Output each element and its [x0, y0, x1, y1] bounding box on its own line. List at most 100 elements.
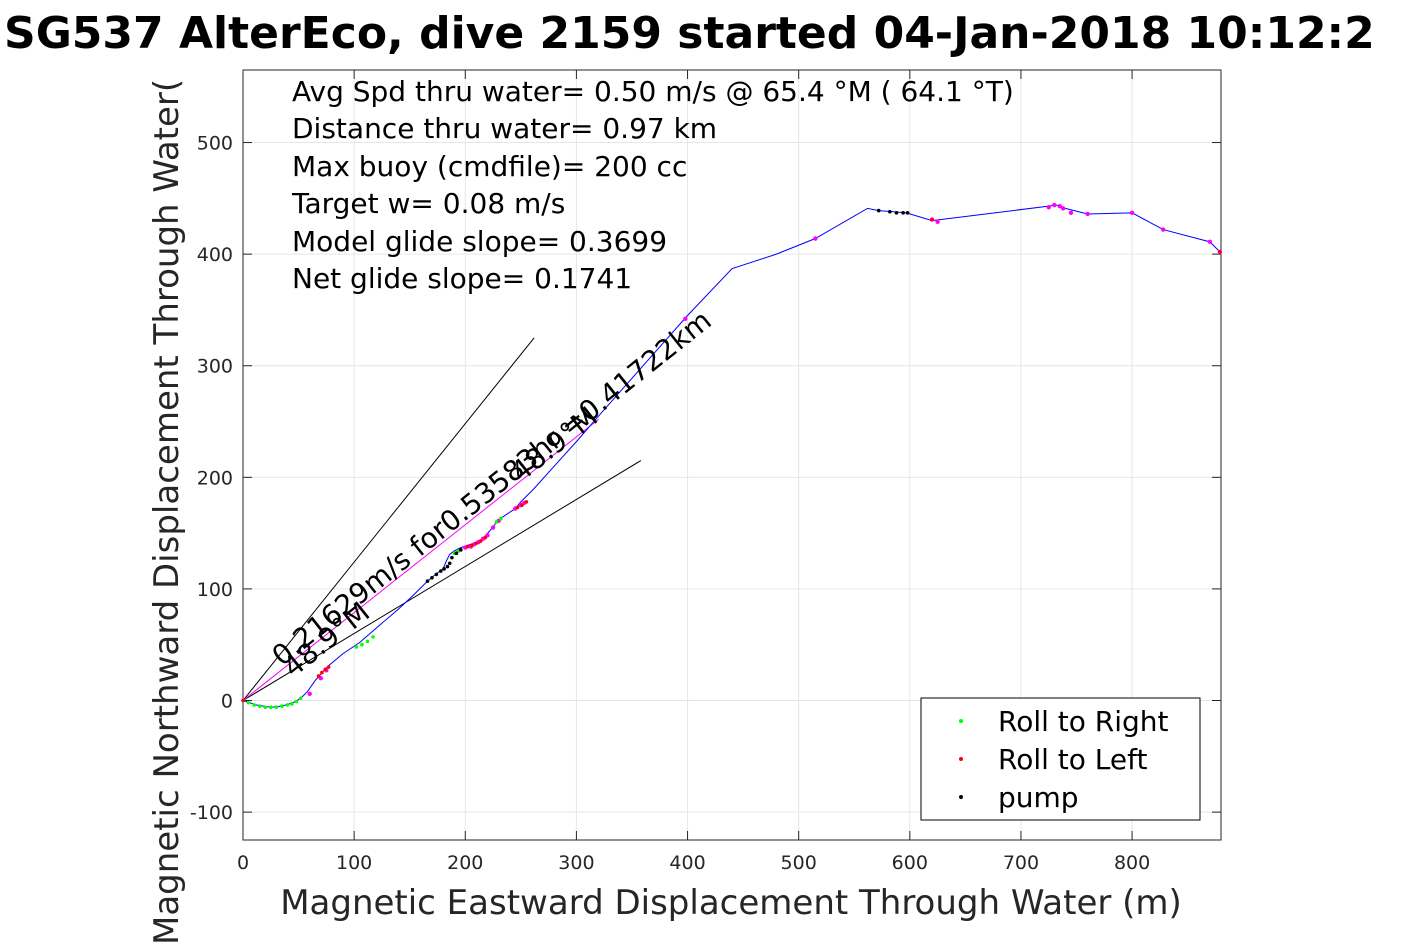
pump-point — [439, 569, 443, 573]
guide-line — [242, 337, 535, 701]
roll-to-left-point — [323, 667, 328, 672]
roll-to-left-point — [320, 670, 324, 675]
track-point — [1129, 210, 1135, 216]
track-point — [1068, 210, 1074, 216]
pump-point — [450, 555, 454, 560]
x-tick-label: 500 — [781, 852, 817, 874]
legend: Roll to Right Roll to Left pump — [920, 697, 1201, 821]
pump-point — [447, 561, 452, 566]
roll-to-left-point — [515, 505, 520, 510]
pump-point — [888, 209, 892, 214]
legend-label-roll-right: Roll to Right — [998, 705, 1169, 738]
roll-to-right-point — [294, 699, 299, 704]
y-tick-label: 300 — [197, 356, 233, 378]
track-point — [935, 219, 940, 224]
track-point — [1085, 211, 1090, 217]
pump-point — [901, 211, 905, 215]
roll-to-right-point — [257, 704, 262, 708]
roll-to-left-point — [483, 535, 488, 540]
y-tick-label: 0 — [221, 691, 233, 713]
roll-to-right-point — [494, 520, 499, 524]
axis-ticks: 0 100 200 300 400 500 600 700 800 -100 0 100 200 300 4… — [190, 70, 1221, 874]
y-tick-label: -100 — [190, 802, 233, 824]
roll-to-right-point — [499, 516, 503, 521]
track-point — [683, 316, 688, 322]
data-points — [241, 202, 1223, 710]
roll-to-right-point — [280, 704, 284, 708]
roll-to-left-point — [520, 503, 524, 508]
roll-to-left-point — [316, 674, 321, 678]
pump-point — [442, 567, 446, 571]
stat-distance: Distance thru water= 0.97 km — [292, 112, 717, 145]
y-tick-label: 500 — [197, 133, 233, 155]
track-point — [307, 691, 312, 697]
annotations: 0.21629m/s for0.53583hr =0.41722km48.9°M… — [266, 304, 718, 684]
pump-point — [876, 208, 881, 213]
x-tick-label: 300 — [558, 852, 594, 874]
y-axis-label: Magnetic Northward Displacement Through … — [147, 79, 187, 945]
track-point — [1052, 202, 1057, 208]
pump-point — [459, 548, 463, 552]
y-tick-label: 400 — [197, 244, 233, 266]
track-point — [1057, 203, 1063, 209]
roll-to-left-point — [326, 665, 331, 669]
pump-point — [434, 572, 439, 577]
roll-to-right-point — [252, 703, 256, 707]
legend-box — [920, 697, 1201, 821]
roll-to-left-point — [241, 698, 245, 703]
track-point — [1161, 227, 1166, 232]
roll-to-right-point — [298, 696, 303, 701]
track-point — [1207, 239, 1213, 245]
pump-point — [445, 564, 450, 569]
track-point — [490, 525, 496, 530]
roll-to-right-point — [290, 702, 294, 706]
roll-to-left-point — [930, 217, 934, 222]
roll-to-left-point — [470, 543, 474, 548]
track-point — [1060, 206, 1066, 211]
legend-marker-roll-right — [959, 719, 963, 723]
stat-avg-speed: Avg Spd thru water= 0.50 m/s @ 65.4 °M (… — [292, 75, 1014, 108]
pump-point — [905, 211, 910, 215]
roll-to-right-point — [268, 705, 273, 710]
roll-to-left-point — [524, 500, 529, 504]
legend-label-roll-left: Roll to Left — [998, 743, 1147, 776]
x-tick-label: 800 — [1114, 852, 1150, 874]
legend-marker-pump — [959, 795, 963, 799]
x-tick-label: 200 — [447, 852, 483, 874]
guide-lines — [242, 337, 642, 701]
roll-to-right-point — [274, 705, 279, 710]
track-point — [813, 236, 818, 241]
y-tick-label: 200 — [197, 467, 233, 489]
stat-target-w: Target w= 0.08 m/s — [291, 187, 565, 220]
x-tick-label: 100 — [336, 852, 372, 874]
roll-to-right-point — [285, 703, 290, 707]
grid-lines — [242, 70, 1221, 840]
pump-point — [425, 579, 430, 583]
roll-to-left-point — [479, 539, 483, 543]
roll-to-right-point — [365, 639, 370, 644]
chart-title: SG537 AlterEco, dive 2159 started 04-Jan… — [4, 8, 1375, 59]
roll-to-right-point — [246, 700, 251, 705]
x-tick-label: 400 — [669, 852, 705, 874]
x-axis-label: Magnetic Eastward Displacement Through W… — [280, 883, 1182, 923]
plot-frame — [242, 69, 1222, 841]
roll-to-right-point — [263, 705, 268, 710]
stats-block: Avg Spd thru water= 0.50 m/s @ 65.4 °M (… — [291, 75, 1014, 295]
track-point — [1046, 205, 1051, 210]
guide-line — [242, 460, 642, 701]
pump-point — [430, 575, 434, 580]
x-tick-label: 0 — [237, 852, 249, 874]
stat-model-glide: Model glide slope= 0.3699 — [292, 225, 667, 258]
roll-to-right-point — [354, 645, 359, 649]
guide-line — [242, 418, 599, 701]
pump-point — [894, 211, 899, 215]
roll-to-left-point — [1218, 250, 1222, 254]
roll-to-right-point — [360, 642, 364, 647]
x-tick-label: 700 — [1003, 852, 1039, 874]
stat-net-glide: Net glide slope= 0.1741 — [292, 262, 632, 295]
x-tick-label: 600 — [892, 852, 928, 874]
stat-max-buoy: Max buoy (cmdfile)= 200 cc — [292, 150, 687, 183]
roll-to-right-point — [371, 635, 375, 639]
legend-label-pump: pump — [998, 781, 1079, 814]
